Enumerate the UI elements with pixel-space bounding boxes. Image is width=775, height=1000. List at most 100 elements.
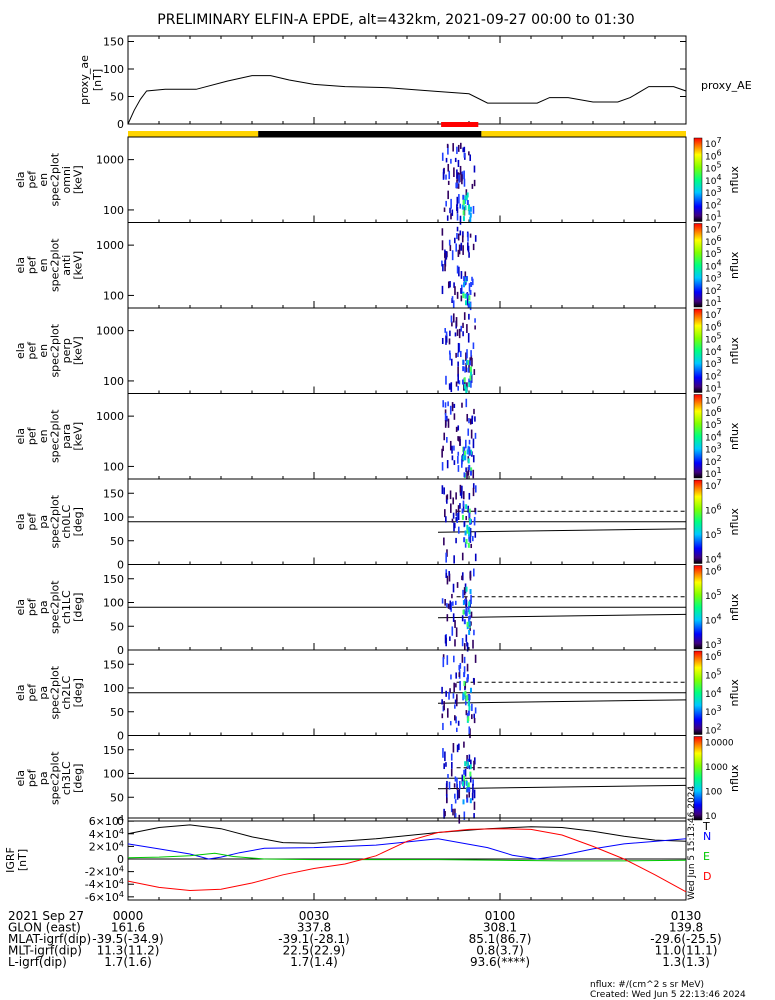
colorbar-scale [693, 308, 703, 393]
data-pixel [457, 456, 459, 464]
footer-row-value: -39.1(-28.1) [278, 932, 349, 946]
data-pixel [445, 690, 447, 697]
data-pixel [450, 674, 452, 680]
data-pixel [457, 505, 460, 514]
data-pixel [470, 354, 473, 360]
data-pixel [474, 654, 477, 663]
colorbar-tick-label: 105 [705, 161, 722, 175]
data-pixel [473, 789, 476, 799]
data-pixel [470, 543, 473, 549]
pitch-angle-panel: elapefpaspec2plotch0LC[deg]0501001501041… [14, 478, 741, 572]
data-pixel [453, 237, 456, 244]
igrf-legend-E: E [703, 850, 710, 863]
data-pixel [449, 688, 451, 694]
data-pixel [445, 786, 448, 796]
data-pixel [449, 405, 452, 415]
data-pixel [467, 232, 469, 242]
proxy-ae-legend: proxy_AE [701, 79, 752, 92]
data-pixel [445, 331, 448, 337]
data-pixel [459, 489, 462, 496]
panel-ylabel-line: pa [37, 515, 50, 529]
data-pixel [445, 251, 448, 260]
colorbar-tick-label: 104 [705, 429, 722, 443]
data-pixel [455, 727, 458, 732]
data-pixel [456, 513, 459, 524]
data-pixel [468, 418, 470, 424]
data-pixel [468, 360, 471, 366]
data-pixel [466, 712, 469, 718]
data-pixel [443, 207, 446, 212]
ytick-label: 0 [117, 559, 124, 572]
data-pixel [444, 263, 446, 272]
data-pixel [468, 787, 471, 793]
data-pixel [460, 492, 463, 499]
data-pixel [452, 808, 454, 816]
data-pixel [470, 370, 473, 376]
footer-row-value: 11.0(11.1) [655, 944, 718, 958]
colorbar-tick-label: 10000 [705, 739, 734, 749]
data-pixel [463, 383, 466, 389]
colorbar-tick-label: 106 [705, 234, 722, 248]
data-pixel [447, 603, 450, 609]
data-pixel [444, 751, 446, 762]
data-pixel [466, 787, 469, 793]
ytick-label: 100 [103, 289, 124, 302]
data-pixel [466, 449, 469, 455]
data-pixel [470, 621, 472, 626]
panel-ylabel-line: spec2plot [49, 152, 62, 206]
data-pixel [442, 264, 444, 272]
data-pixel [452, 743, 455, 753]
colorbar-tick-label: 103 [705, 442, 722, 456]
data-pixel [471, 792, 474, 801]
ytick-label: 150 [103, 744, 124, 757]
colorbar-tick-label: 105 [705, 417, 722, 431]
data-pixel [444, 599, 446, 606]
igrf-series-N [127, 838, 687, 860]
data-pixel [447, 774, 449, 779]
panel-ylabel-line: ch1LC [60, 590, 73, 624]
data-pixel [448, 338, 451, 345]
igrf-ytick-label: -6×104 [85, 890, 124, 904]
panel-ylabel-line: ela [14, 428, 27, 445]
ephemeris-table: 2021 Sep 27 0000 0030 0100 0130 GLON (east) 16… [8, 909, 722, 969]
data-pixel [443, 487, 445, 495]
data-pixel [462, 194, 465, 200]
data-pixel [445, 334, 448, 343]
panel-ylabel-line: pef [26, 170, 39, 189]
data-pixel [473, 408, 475, 415]
data-pixel [462, 799, 465, 805]
data-pixel [466, 754, 468, 765]
colorbar: 104 105 106 107 nflux [693, 478, 741, 566]
data-pixel [450, 158, 452, 164]
data-pixel [463, 656, 466, 664]
data-pixel [457, 172, 460, 181]
colorbar-label: nflux [728, 251, 741, 279]
ytick-label: 100 [103, 768, 124, 781]
data-pixel [467, 782, 470, 788]
data-pixel [461, 235, 464, 243]
data-pixel [467, 367, 470, 373]
data-pixel [465, 352, 467, 362]
data-pixel [462, 366, 465, 372]
status-bar-segment [481, 131, 686, 137]
igrf-ylabel: IGRF [4, 847, 17, 873]
data-pixel [444, 402, 447, 408]
data-pixel [471, 276, 473, 281]
data-pixel [465, 362, 467, 373]
data-pixel [466, 471, 468, 480]
panel-frame [127, 307, 687, 394]
panel-ylabel-line: spec2plot [49, 238, 62, 292]
data-pixel [462, 322, 464, 329]
data-pixel [474, 707, 477, 714]
data-pixel [442, 722, 444, 731]
data-pixel [456, 744, 459, 753]
data-pixel [468, 209, 471, 215]
data-pixel [458, 174, 460, 183]
data-pixel [461, 485, 463, 495]
data-pixel [464, 530, 467, 536]
data-pixel [455, 381, 458, 387]
data-pixel [457, 425, 460, 431]
spectrogram-data [441, 398, 477, 480]
data-pixel [465, 359, 468, 365]
